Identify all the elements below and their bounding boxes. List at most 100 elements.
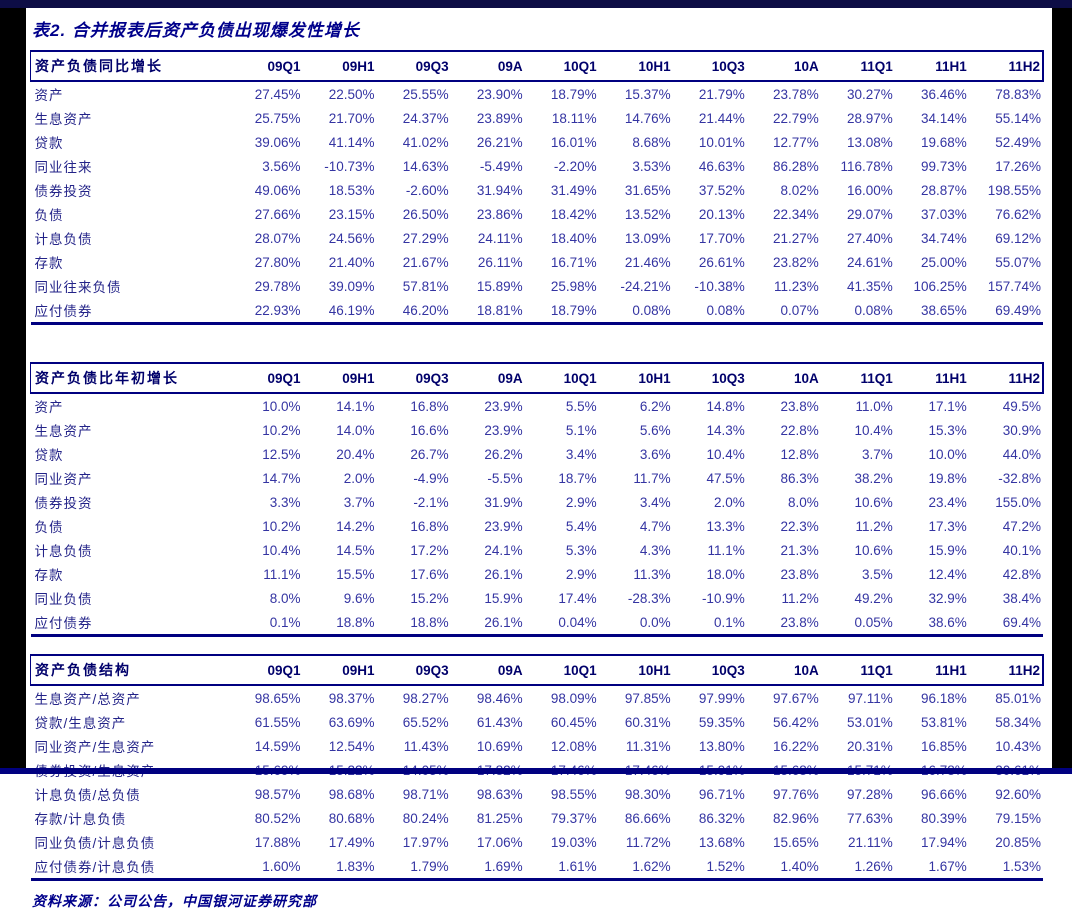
row-label: 资产	[34, 400, 64, 415]
value-cell: 61.55%	[254, 714, 301, 730]
value-cell: 15.89%	[476, 278, 523, 294]
value-cell: 38.65%	[921, 302, 967, 318]
value-cell: 10.2%	[262, 422, 301, 438]
value-cell: 18.11%	[551, 110, 597, 126]
value-cell: 18.79%	[550, 302, 597, 318]
value-cell: 56.42%	[772, 714, 819, 730]
value-cell: 17.97%	[402, 834, 449, 850]
row-label: 生息资产	[34, 424, 93, 439]
column-header: 10Q1	[563, 58, 597, 74]
table-row: 资产 10.0% 14.1% 16.8% 23.9% 5.5% 6.2% 14.8% 23.8%…	[31, 393, 1044, 418]
value-cell: 26.1%	[484, 566, 523, 582]
column-header: 11Q1	[860, 370, 893, 386]
table-row: 负债 27.66% 23.15% 26.50% 23.86% 18.42% 13.52% 20…	[31, 202, 1044, 226]
value-cell: 46.19%	[328, 302, 375, 318]
value-cell: 14.59%	[254, 738, 301, 754]
value-cell: 76.62%	[995, 206, 1041, 222]
table-row: 应付债券/计息负债 1.60% 1.83% 1.79% 1.69% 1.61% 1.62% 1…	[30, 854, 1043, 880]
source-note: 资料来源：公司公告，中国银河证券研究部	[32, 893, 317, 909]
value-cell: 15.9%	[928, 542, 967, 558]
value-cell: 1.67%	[928, 858, 967, 874]
value-cell: 34.14%	[921, 110, 967, 126]
value-cell: 69.49%	[995, 302, 1041, 318]
column-header: 10Q1	[563, 370, 597, 386]
value-cell: 23.86%	[476, 206, 523, 222]
column-header: 11H2	[968, 655, 1045, 685]
column-header: 10Q3	[711, 662, 745, 678]
value-cell: 1.52%	[706, 858, 745, 874]
value-cell: 96.66%	[921, 786, 967, 802]
value-cell: 14.76%	[624, 110, 671, 126]
value-cell: 31.9%	[484, 494, 523, 510]
row-label: 存款	[34, 568, 64, 583]
value-cell: 14.2%	[336, 518, 375, 534]
value-cell: 16.8%	[410, 398, 449, 414]
value-cell: 2.0%	[343, 470, 375, 486]
value-cell: 12.08%	[550, 738, 597, 754]
value-cell: 23.8%	[780, 398, 819, 414]
value-cell: 58.34%	[995, 714, 1041, 730]
value-cell: 10.69%	[476, 738, 523, 754]
value-cell: 46.63%	[698, 158, 745, 174]
value-cell: 98.09%	[550, 690, 597, 706]
value-cell: 27.29%	[402, 230, 449, 246]
value-cell: 23.82%	[772, 254, 819, 270]
column-header: 09Q1	[267, 662, 301, 678]
value-cell: 86.32%	[698, 810, 745, 826]
value-cell: 31.65%	[624, 182, 671, 198]
value-cell: 30.27%	[846, 86, 893, 102]
value-cell: -2.60%	[405, 182, 449, 198]
column-header: 11H2	[968, 363, 1045, 393]
value-cell: 60.45%	[550, 714, 597, 730]
table-row: 同业资产 14.7% 2.0% -4.9% -5.5% 18.7% 11.7% 47.5% 86…	[31, 466, 1044, 490]
value-cell: 155.0%	[995, 494, 1041, 510]
value-cell: 24.1%	[484, 542, 523, 558]
column-header: 09A	[497, 662, 523, 678]
value-cell: 18.40%	[550, 230, 597, 246]
column-header: 10Q1	[563, 662, 597, 678]
value-cell: 14.0%	[336, 422, 375, 438]
value-cell: 24.61%	[846, 254, 893, 270]
value-cell: 5.4%	[565, 518, 597, 534]
value-cell: 55.07%	[995, 254, 1041, 270]
value-cell: 23.89%	[476, 110, 523, 126]
value-cell: 10.6%	[854, 542, 893, 558]
value-cell: 16.71%	[550, 254, 597, 270]
value-cell: 23.8%	[780, 614, 819, 630]
value-cell: 11.31%	[625, 738, 671, 754]
value-cell: 98.27%	[402, 690, 449, 706]
value-cell: 26.7%	[410, 446, 449, 462]
value-cell: 17.2%	[410, 542, 449, 558]
value-cell: 1.40%	[780, 858, 819, 874]
value-cell: 23.78%	[772, 86, 819, 102]
table-row: 应付债券 22.93% 46.19% 46.20% 18.81% 18.79% 0.08% 0…	[30, 298, 1043, 324]
row-label: 应付债券	[34, 304, 93, 319]
value-cell: 80.52%	[254, 810, 301, 826]
value-cell: 97.67%	[772, 690, 819, 706]
value-cell: 22.8%	[780, 422, 819, 438]
value-cell: 41.35%	[846, 278, 893, 294]
value-cell: -10.73%	[324, 158, 375, 174]
value-cell: 20.13%	[698, 206, 745, 222]
value-cell: 22.50%	[328, 86, 375, 102]
value-cell: 85.01%	[995, 690, 1041, 706]
value-cell: 0.1%	[713, 614, 745, 630]
value-cell: 17.06%	[476, 834, 523, 850]
value-cell: 98.55%	[550, 786, 597, 802]
value-cell: 21.79%	[698, 86, 745, 102]
value-cell: 10.0%	[928, 446, 967, 462]
column-header: 10Q3	[711, 58, 745, 74]
row-label: 同业负债/计息负债	[34, 836, 156, 851]
value-cell: 18.7%	[558, 470, 597, 486]
table-row: 计息负债 28.07% 24.56% 27.29% 24.11% 18.40% 13.09%…	[31, 226, 1044, 250]
value-cell: 18.53%	[328, 182, 375, 198]
table-row: 负债 10.2% 14.2% 16.8% 23.9% 5.4% 4.7% 13.3% 22.3%…	[31, 514, 1044, 538]
value-cell: 29.78%	[254, 278, 301, 294]
value-cell: 23.9%	[484, 422, 523, 438]
value-cell: 32.9%	[928, 590, 967, 606]
value-cell: 44.0%	[1002, 446, 1041, 462]
value-cell: 36.46%	[921, 86, 967, 102]
value-cell: 198.55%	[987, 182, 1041, 198]
value-cell: 1.60%	[262, 858, 301, 874]
value-cell: -5.49%	[479, 158, 523, 174]
